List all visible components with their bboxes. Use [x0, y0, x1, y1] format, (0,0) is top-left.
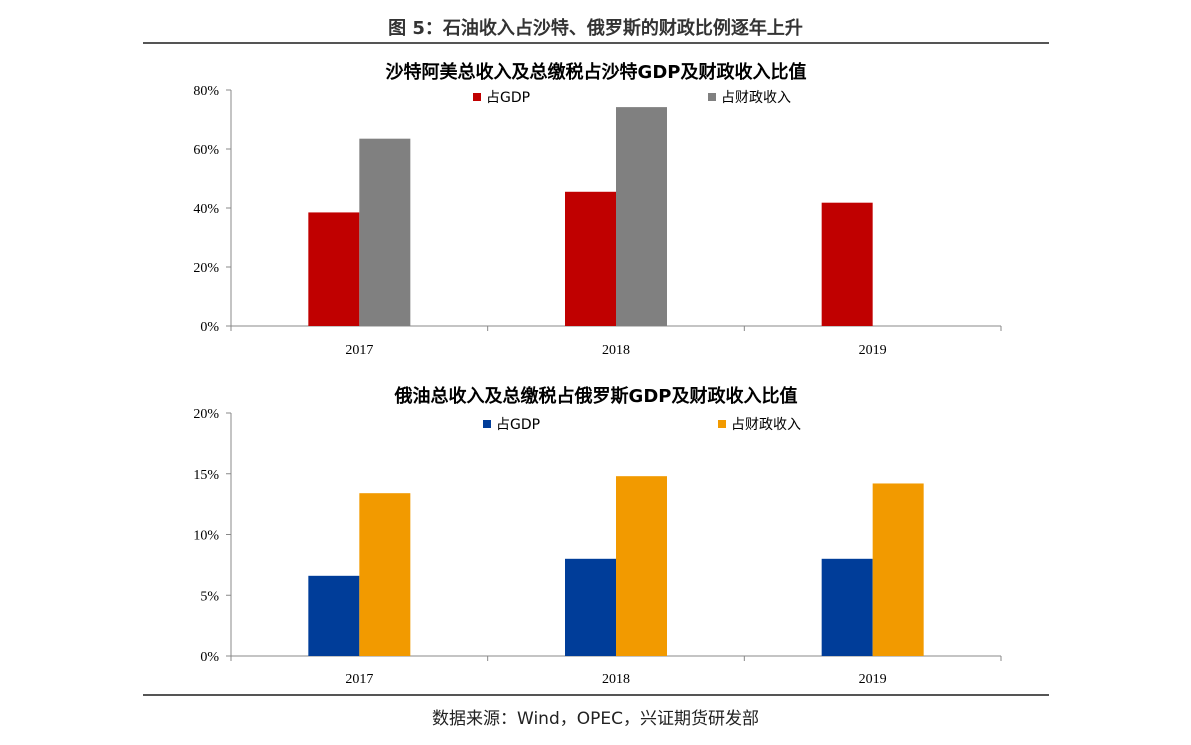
x-tick-label: 2018: [602, 672, 630, 687]
legend-label: 占财政收入: [731, 417, 801, 433]
bar-fiscal-2018: [616, 107, 667, 326]
bar-gdp-2018: [565, 558, 616, 656]
figure-title: 图 5：石油收入占沙特、俄罗斯的财政比例逐年上升: [388, 18, 803, 39]
top-divider: [143, 42, 1049, 44]
bar-gdp-2019: [821, 558, 873, 656]
bar-fiscal-2017: [359, 138, 411, 326]
y-tick-label: 60%: [193, 143, 219, 158]
y-tick-label: 5%: [200, 589, 219, 604]
bottom-divider: [143, 694, 1049, 696]
bar-fiscal-2019: [872, 483, 924, 656]
bar-gdp-2017: [308, 212, 360, 326]
source-note: 数据来源：Wind，OPEC，兴证期货研发部: [432, 709, 759, 729]
bar-gdp-2018: [565, 191, 616, 326]
y-tick-label: 80%: [193, 84, 219, 99]
bar-fiscal-2018: [616, 476, 667, 656]
y-tick-label: 20%: [193, 261, 219, 276]
x-tick-label: 2017: [345, 343, 373, 358]
bar-gdp-2017: [308, 575, 360, 656]
legend-swatch: [718, 420, 726, 428]
x-tick-label: 2018: [602, 343, 630, 358]
chart-title: 沙特阿美总收入及总缴税占沙特GDP及财政收入比值: [386, 61, 807, 83]
saudi-aramco-chart: 沙特阿美总收入及总缴税占沙特GDP及财政收入比值 0% 20% 40% 60% 80% 20…: [193, 61, 1002, 358]
legend-swatch: [483, 420, 491, 428]
y-tick-label: 0%: [200, 320, 219, 335]
y-tick-label: 0%: [200, 650, 219, 665]
bar-fiscal-2017: [359, 493, 411, 656]
y-tick-label: 20%: [193, 407, 219, 422]
y-tick-label: 15%: [193, 468, 219, 483]
chart-title: 俄油总收入及总缴税占俄罗斯GDP及财政收入比值: [394, 385, 798, 407]
x-tick-label: 2017: [345, 672, 373, 687]
legend-swatch: [708, 93, 716, 101]
y-tick-label: 40%: [193, 202, 219, 217]
legend-label: 占GDP: [486, 90, 530, 106]
x-tick-label: 2019: [859, 343, 887, 358]
rosneft-chart: 俄油总收入及总缴税占俄罗斯GDP及财政收入比值 0% 5% 10% 15% 20% 2017…: [193, 385, 1002, 687]
x-tick-label: 2019: [859, 672, 887, 687]
legend-label: 占财政收入: [721, 90, 791, 106]
legend-label: 占GDP: [496, 417, 540, 433]
bar-gdp-2019: [821, 202, 873, 326]
legend-swatch: [473, 93, 481, 101]
y-tick-label: 10%: [193, 529, 219, 544]
